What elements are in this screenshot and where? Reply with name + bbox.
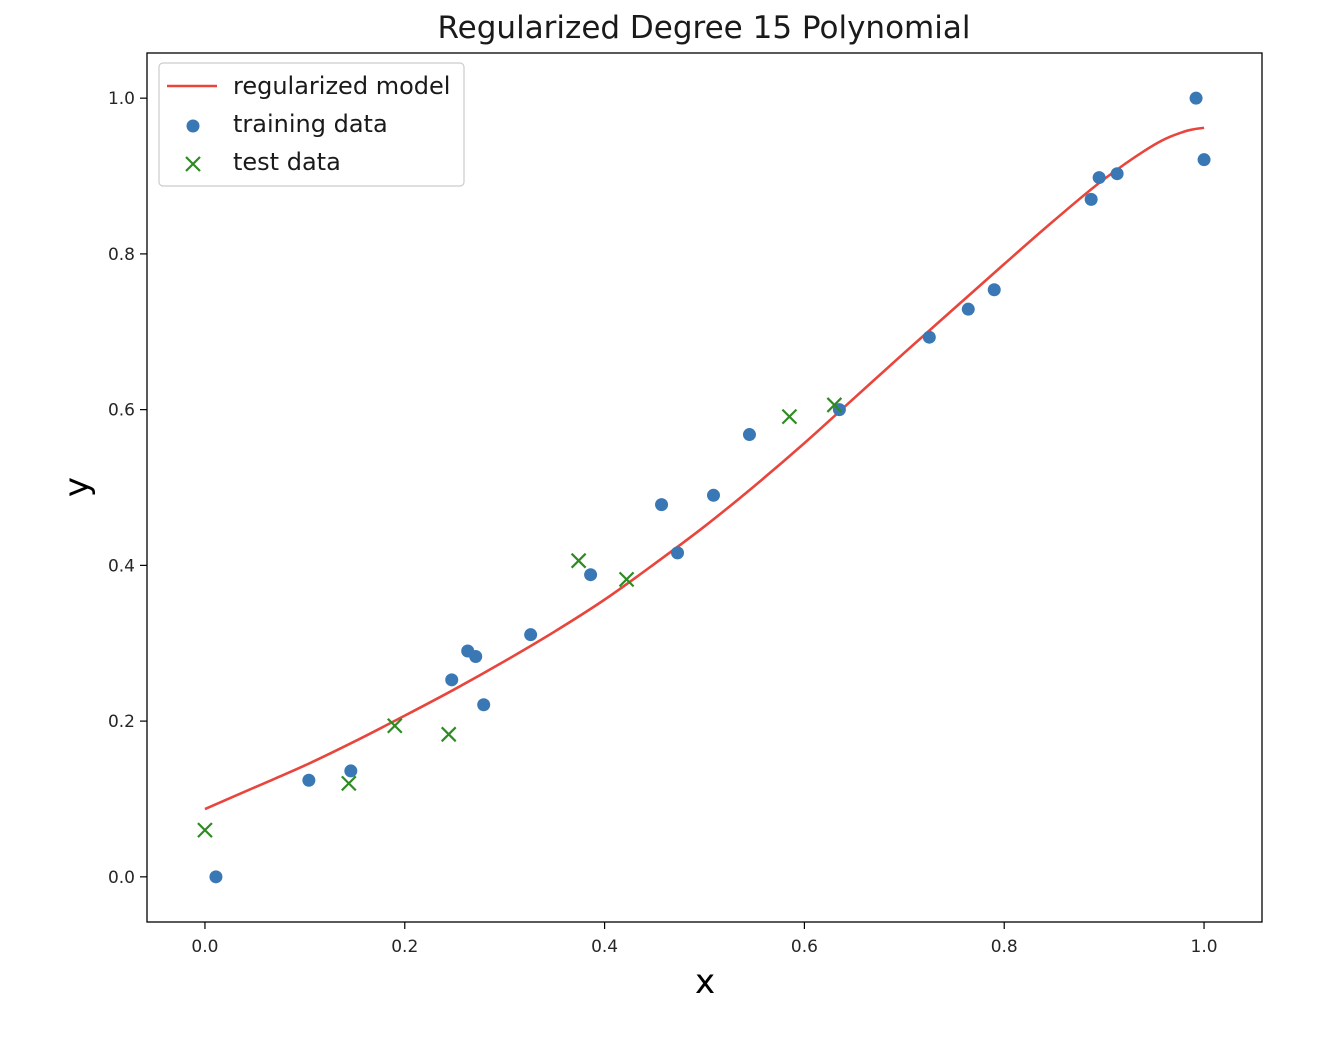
legend-x-marker [185,156,201,172]
plot-area-frame [146,52,1263,923]
training-data-point [961,302,975,316]
test-data-point [440,726,457,743]
legend-label-regularized-model: regularized model [233,72,450,100]
y-tick-label: 0.6 [108,401,135,421]
y-tick-label: 0.8 [108,245,135,265]
training-data-point [706,488,720,502]
legend-label-training-data: training data [233,110,388,138]
training-data-point [655,498,669,512]
y-tick-label: 0.4 [108,556,135,576]
test-points-group [197,397,843,838]
training-data-point [671,546,685,560]
test-data-point [618,571,635,588]
x-tick-label: 0.6 [791,937,818,957]
training-data-point [987,283,1001,297]
x-tick-label: 0.4 [591,937,618,957]
x-tick-label: 0.2 [391,937,418,957]
y-axis-ticks: 0.0 0.2 0.4 0.6 0.8 1.0 [108,89,147,888]
training-data-point [469,649,483,663]
y-tick-label: 1.0 [108,89,135,109]
x-tick-label: 0.0 [191,937,218,957]
test-data-point [386,717,403,734]
training-data-point [209,870,223,884]
training-data-point [477,698,491,712]
legend-swatch-training-data [186,119,200,133]
test-data-point [781,408,798,425]
legend-label-test-data: test data [233,148,341,176]
x-axis-label: x [695,962,715,1002]
regularized-model-line [204,126,1205,811]
training-data-point [302,773,316,787]
test-data-point [341,775,357,792]
training-data-point [742,428,756,442]
y-tick-label: 0.0 [108,868,135,888]
y-tick-label: 0.2 [108,712,135,732]
legend-box [158,62,465,187]
training-data-point [1197,153,1211,167]
x-axis-ticks: 0.0 0.2 0.4 0.6 0.8 1.0 [191,922,1218,957]
test-data-point [826,397,843,413]
test-data-point [570,552,587,569]
legend: regularized model training data test dat… [158,62,465,187]
legend-swatch-test-data [185,156,201,172]
training-data-point [1189,91,1203,105]
training-data-point [1110,167,1124,181]
training-data-point [524,628,538,642]
training-data-point [1092,171,1106,185]
training-data-point [344,764,358,778]
model-line-group [204,126,1205,811]
test-data-point [197,822,213,838]
y-axis-label: y [57,477,97,497]
x-tick-label: 0.8 [991,937,1018,957]
x-tick-label: 1.0 [1191,937,1218,957]
training-data-point [1084,192,1098,206]
training-data-point [445,673,459,687]
training-data-point [922,330,936,344]
training-data-point [584,568,598,582]
training-points-group [209,91,1211,884]
chart-title: Regularized Degree 15 Polynomial [438,10,971,46]
